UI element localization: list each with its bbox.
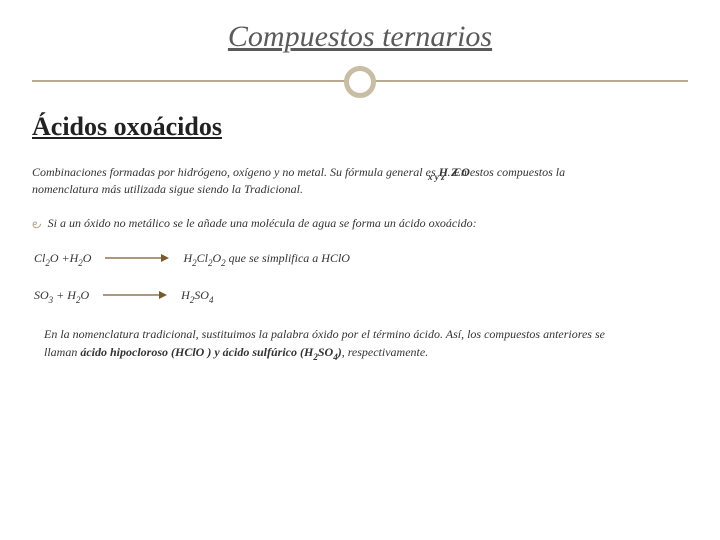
r1-la: Cl: [34, 251, 45, 265]
reaction2-left: SO3 + H2O: [34, 288, 89, 303]
formula-subscripts: x y z: [428, 172, 445, 182]
r2-la: SO: [34, 288, 49, 302]
r2-las: 3: [49, 295, 54, 305]
arrow-icon: [105, 253, 169, 263]
r2-ras: 2: [190, 295, 195, 305]
closing-bold: ácido hipocloroso (HClO ) y ácido sulfúr…: [80, 345, 341, 359]
bullet-icon: ౿: [32, 215, 42, 233]
r1-lc: O: [83, 251, 92, 265]
r2-rb: SO: [194, 288, 209, 302]
r1-rbs: 2: [208, 258, 213, 268]
reaction1-right: H2Cl2O2 que se simplifica a HClO: [183, 251, 350, 266]
cs1: 2: [313, 352, 318, 362]
closing-line1: En la nomenclatura tradicional, sustitui…: [44, 327, 605, 341]
intro-pre: Combinaciones formadas por hidrógeno, ox…: [32, 165, 439, 179]
reaction1-left: Cl2O +H2O: [34, 251, 91, 266]
reaction-2: SO3 + H2O H2SO4: [34, 288, 688, 303]
slide-container: Compuestos ternarios Ácidos oxoácidos Co…: [0, 0, 720, 540]
r1-las: 2: [45, 258, 50, 268]
reaction2-right: H2SO4: [181, 288, 213, 303]
divider-circle-icon: [344, 66, 376, 98]
r2-lbs: 2: [76, 295, 81, 305]
intro-line2: nomenclatura más utilizada sigue siendo …: [32, 182, 303, 196]
r1-lbs: 2: [78, 258, 83, 268]
cs2: 4: [333, 352, 338, 362]
r1-simplify: que se simplifica a HClO: [226, 251, 350, 265]
r1-lb: O +H: [50, 251, 78, 265]
r2-lc: O: [80, 288, 89, 302]
cb2: SO: [318, 345, 333, 359]
r2-ra: H: [181, 288, 190, 302]
bullet-row: ౿ Si a un óxido no metálico se le añade …: [32, 215, 688, 233]
r1-ras: 2: [192, 258, 197, 268]
slide-title: Compuestos ternarios: [228, 20, 492, 54]
intro-paragraph: Combinaciones formadas por hidrógeno, ox…: [32, 164, 688, 199]
title-area: Compuestos ternarios: [32, 20, 688, 54]
bullet-text: Si a un óxido no metálico se le añade un…: [48, 215, 477, 232]
r1-rc: O: [212, 251, 221, 265]
slide-subtitle: Ácidos oxoácidos: [32, 112, 688, 142]
reaction-1: Cl2O +H2O H2Cl2O2 que se simplifica a HC…: [34, 251, 688, 266]
r1-ra: H: [183, 251, 192, 265]
r1-rb: Cl: [197, 251, 208, 265]
r1-rcs: 2: [221, 258, 226, 268]
closing-paragraph: En la nomenclatura tradicional, sustitui…: [44, 325, 688, 361]
intro-post1: . En estos compuestos la: [444, 165, 565, 179]
closing-line2b: , respectivamente.: [342, 345, 429, 359]
arrow-icon: [103, 290, 167, 300]
divider: [32, 62, 688, 102]
r2-lb: + H: [53, 288, 76, 302]
r2-rbs: 4: [209, 295, 214, 305]
cb1: ácido hipocloroso (HClO ) y ácido sulfúr…: [80, 345, 313, 359]
closing-line2a: llaman: [44, 345, 80, 359]
